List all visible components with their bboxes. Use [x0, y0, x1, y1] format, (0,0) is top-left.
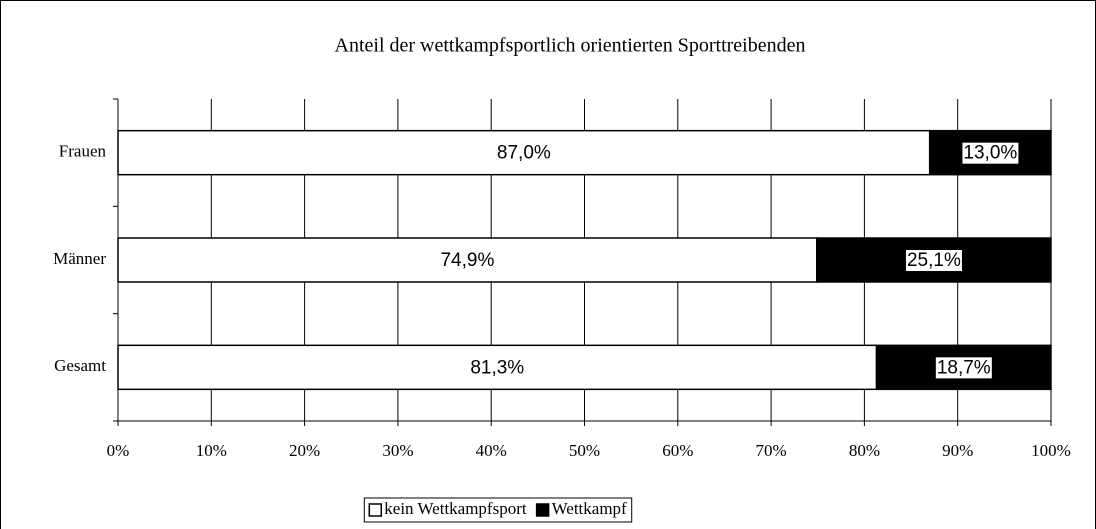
- legend-label: kein Wettkampfsport: [384, 499, 527, 518]
- data-label-bg: [962, 142, 1019, 164]
- legend: kein Wettkampfsport Wettkampf: [363, 497, 633, 523]
- bar-segment: [117, 237, 818, 283]
- x-tick-label: 100%: [1031, 441, 1071, 460]
- legend-swatch: [368, 503, 383, 517]
- x-tick-label: 0%: [107, 441, 130, 460]
- x-tick-label: 30%: [382, 441, 413, 460]
- x-tick-label: 20%: [289, 441, 320, 460]
- bar-segment: [117, 344, 878, 391]
- y-tick-label: Frauen: [59, 142, 107, 161]
- data-label: 25,1%: [907, 250, 961, 271]
- y-tick-label: Männer: [53, 249, 106, 268]
- data-label: 74,9%: [440, 250, 494, 271]
- data-label-bg: [935, 357, 992, 379]
- bar-segment: [875, 344, 1052, 391]
- x-tick-label: 10%: [196, 441, 227, 460]
- x-tick-label: 40%: [476, 441, 507, 460]
- data-label: 81,3%: [470, 357, 524, 378]
- chart-title: Anteil der wettkampfsportlich orientiert…: [335, 35, 806, 57]
- x-tick-label: 50%: [569, 441, 600, 460]
- x-tick-label: 60%: [662, 441, 693, 460]
- data-label: 13,0%: [963, 143, 1017, 164]
- data-label: 18,7%: [937, 357, 991, 378]
- x-tick-label: 90%: [942, 441, 973, 460]
- bar-segment: [117, 129, 931, 176]
- data-label: 87,0%: [497, 143, 551, 164]
- legend-swatch: [535, 503, 550, 517]
- x-tick-label: 80%: [849, 441, 880, 460]
- y-tick-label: Gesamt: [54, 356, 106, 375]
- data-label-bg: [905, 250, 962, 272]
- legend-box: [363, 497, 633, 523]
- legend-label: Wettkampf: [552, 499, 627, 518]
- x-tick-label: 70%: [756, 441, 787, 460]
